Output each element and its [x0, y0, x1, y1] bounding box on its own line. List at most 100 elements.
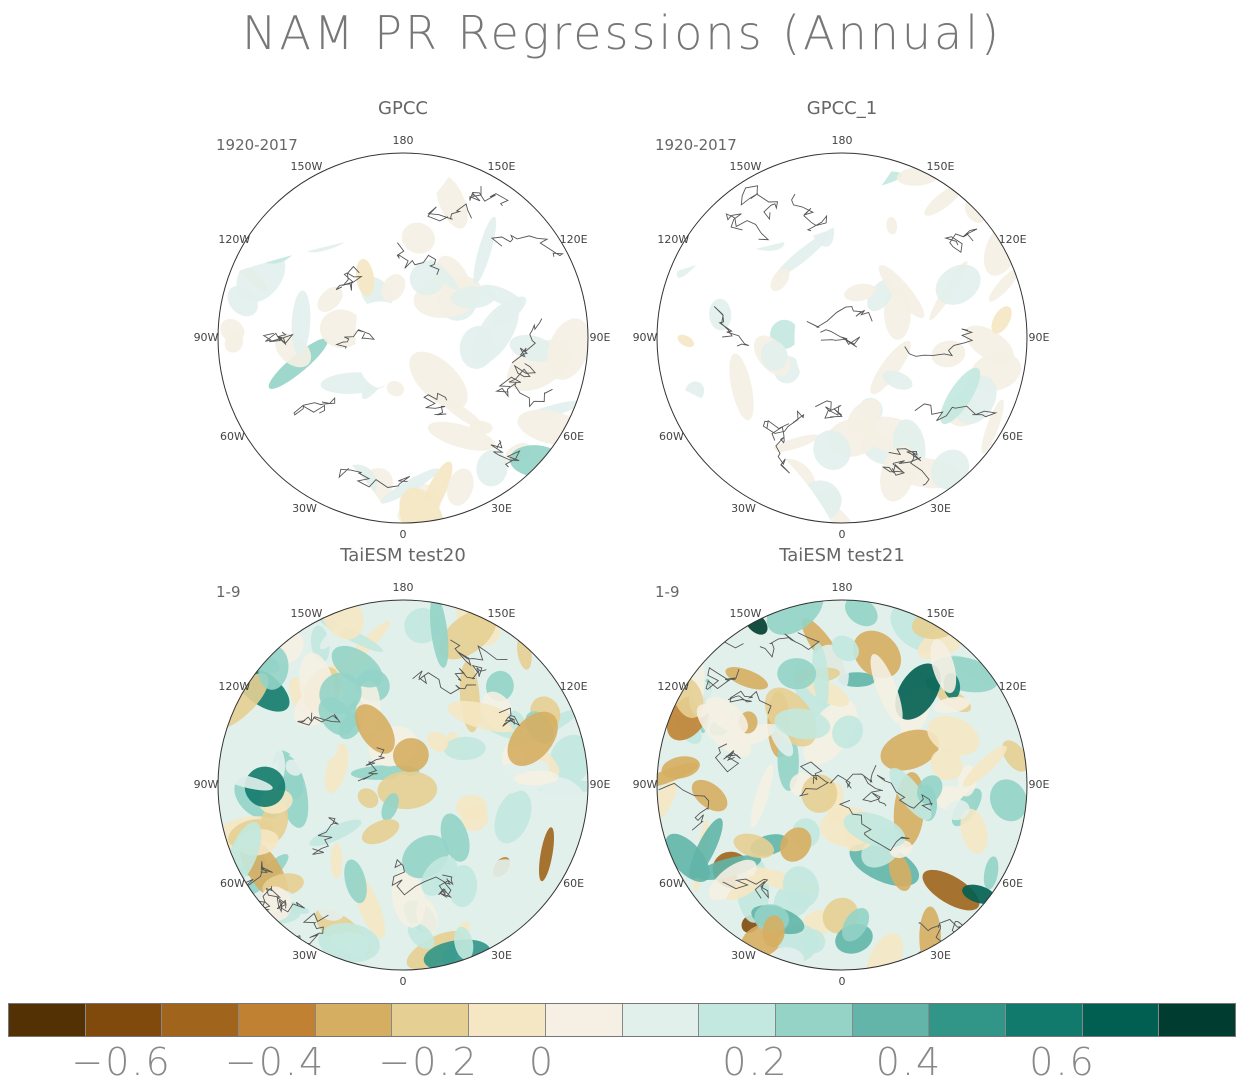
field-patch [421, 856, 458, 896]
longitude-label: 90W [193, 331, 219, 344]
colorbar-tick-label: 0.4 [875, 1040, 943, 1084]
coastline [914, 403, 998, 422]
coastline [357, 747, 385, 782]
colorbar-cell [469, 1004, 546, 1036]
longitude-label: 180 [392, 134, 414, 147]
longitude-label: 120E [559, 232, 588, 246]
field-patch [407, 922, 435, 950]
field-patch [842, 907, 870, 942]
field-patch [447, 700, 522, 733]
field-patch [1002, 740, 1027, 772]
field-patch [991, 306, 1012, 334]
longitude-label: 60W [219, 429, 245, 443]
field-patch [472, 301, 519, 365]
field-patch [927, 716, 980, 756]
longitude-label: 30W [292, 501, 317, 515]
field-patch [766, 600, 824, 635]
longitude-label: 90W [632, 331, 658, 344]
colorbar-cell [315, 1004, 393, 1036]
field-patch [285, 759, 303, 776]
longitude-label: 60W [219, 876, 245, 890]
field-patch [963, 745, 1007, 787]
coastline [312, 817, 339, 855]
field-patch [750, 764, 774, 828]
field-patch [729, 353, 754, 421]
field-patch [514, 770, 560, 786]
longitude-label: 30W [731, 501, 756, 515]
field-patch [983, 856, 999, 890]
field-patch [691, 779, 728, 812]
field-layer [218, 600, 588, 970]
field-patch [393, 738, 429, 773]
field-patch [310, 625, 330, 663]
field-patch [933, 696, 970, 714]
panel-title: GPCC [378, 98, 428, 119]
polar-map [217, 152, 589, 524]
field-patch [813, 430, 851, 470]
map-boundary [217, 599, 589, 971]
field-patch [507, 711, 558, 766]
colorbar-cell [392, 1004, 470, 1036]
coastline [490, 234, 564, 257]
longitude-label: 60W [658, 876, 684, 890]
longitude-label: 150W [290, 160, 323, 174]
ocean-mask [794, 301, 847, 388]
longitude-label: 30E [491, 948, 512, 962]
coastline [728, 690, 772, 714]
field-patch [344, 859, 367, 904]
colorbar-cell [699, 1004, 776, 1036]
field-patch [777, 658, 817, 690]
field-patch [391, 869, 426, 928]
field-patch [760, 340, 788, 371]
coastline [820, 329, 861, 348]
field-patch [870, 653, 903, 724]
field-patch [895, 663, 941, 720]
field-patch [677, 334, 695, 348]
map-panel: TaiESM test20 1-9 180 150E 120E 90E 60E 30E 0 30W… [183, 545, 623, 988]
field-patch [889, 767, 932, 821]
field-patch [930, 639, 957, 694]
coastline [904, 328, 974, 357]
longitude-label: 120E [998, 679, 1027, 693]
coastline [815, 400, 843, 419]
longitude-label: 150E [487, 607, 516, 621]
colorbar-cell [9, 1004, 86, 1036]
field-patch [924, 184, 963, 216]
longitude-label: 120W [657, 679, 690, 693]
coastline [705, 667, 740, 690]
field-patch [409, 260, 446, 296]
field-patch [454, 926, 474, 960]
field-patch [832, 715, 864, 749]
field-patch [399, 487, 445, 523]
longitude-label: 30W [292, 948, 317, 962]
coastline [806, 306, 873, 329]
field-patch [847, 399, 881, 433]
coastline [759, 632, 820, 658]
field-patch [661, 756, 700, 779]
longitude-label: 90E [589, 331, 611, 344]
coastline [838, 799, 910, 852]
longitude-label: 150E [926, 607, 955, 621]
coastline [791, 193, 828, 232]
field-patch [812, 642, 829, 708]
longitude-label: 150W [729, 607, 762, 621]
longitude-label: 120W [218, 232, 251, 246]
longitude-label: 150E [926, 160, 955, 174]
field-patch [770, 723, 794, 757]
panel-title: TaiESM test21 [779, 545, 905, 566]
longitude-label: 120E [998, 232, 1027, 246]
coastline [423, 392, 448, 416]
field-patch [853, 630, 902, 679]
colorbar-cell [239, 1004, 316, 1036]
field-patch [962, 884, 996, 904]
field-patch [436, 175, 468, 229]
field-patch [945, 800, 970, 821]
coastline [888, 448, 930, 486]
coastline [490, 439, 521, 468]
field-patch [430, 600, 449, 668]
colorbar-cell [852, 1004, 930, 1036]
longitude-label: 60E [563, 429, 585, 443]
longitude-label: 60E [1002, 429, 1024, 443]
coastline [713, 306, 749, 347]
coastline [338, 467, 411, 488]
